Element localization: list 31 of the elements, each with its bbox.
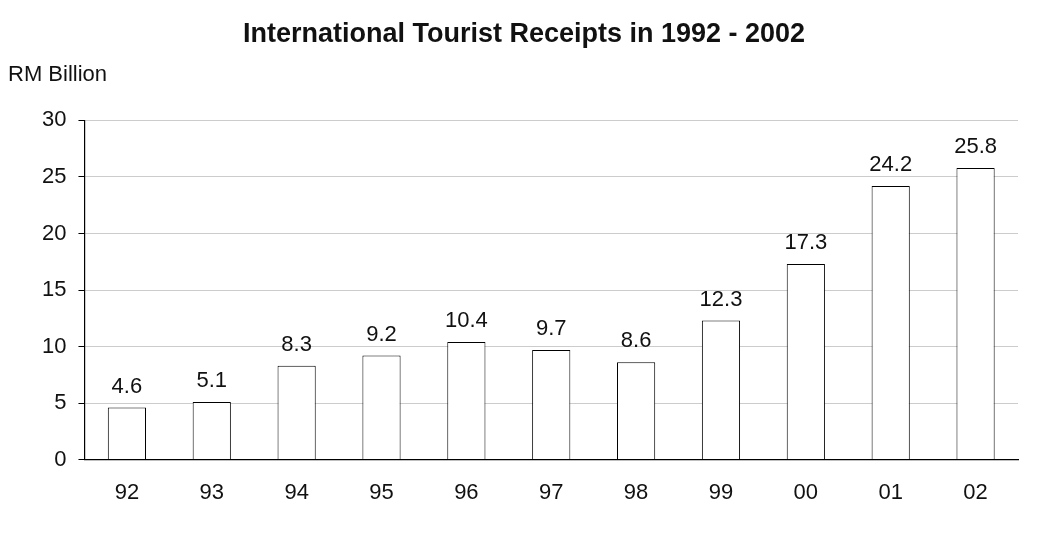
data-label: 17.3 [784,229,828,255]
data-label: 8.6 [620,327,652,353]
x-tick-label: 92 [114,478,140,504]
x-tick-label: 93 [199,478,225,504]
data-label: 5.1 [196,367,228,392]
y-tick-label: 25 [41,163,67,188]
data-label: 4.6 [111,372,143,398]
y-tick-label: 5 [54,389,67,415]
x-tick-label: 97 [538,478,564,504]
x-tick-label: 99 [708,478,734,504]
data-label: 9.7 [535,314,567,340]
x-tick-label: 98 [623,478,649,504]
data-label: 24.2 [869,151,913,177]
data-label: 8.3 [281,330,312,356]
x-tick-label: 95 [369,478,394,504]
x-tick-label: 01 [878,478,903,504]
y-axis-title: RM Billion [8,61,108,87]
x-tick-label: 94 [284,478,309,504]
y-tick-label: 15 [41,276,67,302]
data-label: 9.2 [366,320,397,346]
x-tick-label: 02 [963,478,988,504]
x-tick-label: 96 [454,478,479,504]
data-label: 12.3 [699,285,743,311]
chart-title: International Tourist Receipts in 1992 - 2002 [242,17,806,48]
x-tick-label: 00 [793,478,819,504]
y-tick-label: 30 [41,106,67,132]
data-label: 10.4 [444,307,488,333]
data-label: 25.8 [954,132,997,158]
y-tick-label: 0 [54,445,67,471]
y-tick-label: 20 [41,219,67,245]
y-tick-label: 10 [41,332,67,358]
